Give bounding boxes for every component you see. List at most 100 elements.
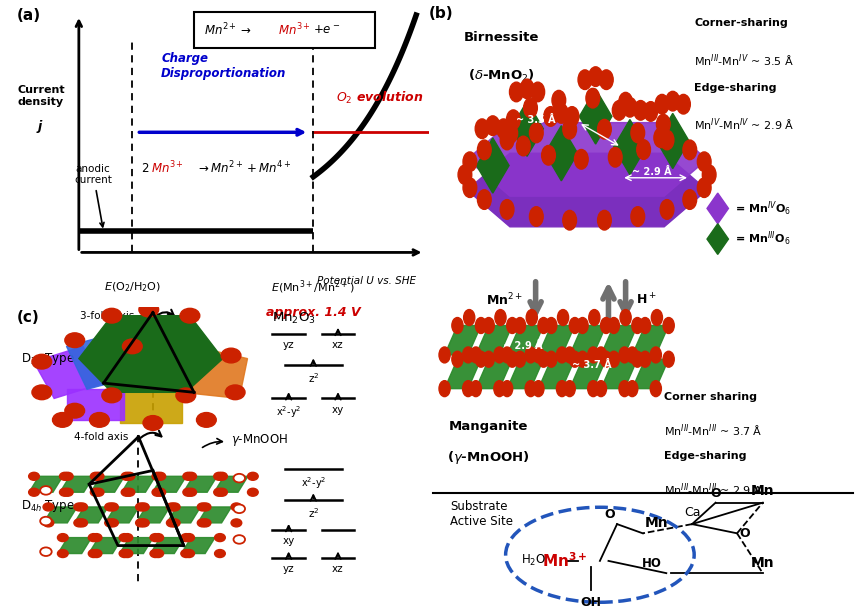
Circle shape xyxy=(631,123,644,143)
Polygon shape xyxy=(445,326,481,355)
Polygon shape xyxy=(91,476,124,492)
Text: xz: xz xyxy=(333,340,344,350)
Circle shape xyxy=(506,110,520,129)
Circle shape xyxy=(105,503,116,511)
Circle shape xyxy=(43,503,54,511)
Circle shape xyxy=(563,120,577,139)
Polygon shape xyxy=(579,89,612,144)
Circle shape xyxy=(40,547,51,556)
Circle shape xyxy=(197,519,208,527)
Circle shape xyxy=(702,165,716,185)
Polygon shape xyxy=(507,359,543,389)
Polygon shape xyxy=(707,224,728,254)
Polygon shape xyxy=(476,359,512,389)
Text: Mn: Mn xyxy=(751,556,775,570)
Circle shape xyxy=(494,347,505,363)
Circle shape xyxy=(231,519,242,527)
Circle shape xyxy=(597,210,611,230)
Circle shape xyxy=(494,381,505,397)
Text: Mn$_2$O$_3$: Mn$_2$O$_3$ xyxy=(273,311,316,326)
Text: ~ 2.9 Å: ~ 2.9 Å xyxy=(503,341,542,351)
Circle shape xyxy=(186,472,196,481)
Text: ~ 3.7 Å: ~ 3.7 Å xyxy=(572,360,611,370)
Circle shape xyxy=(531,82,545,102)
Text: ~ 2.9 Å: ~ 2.9 Å xyxy=(632,167,671,177)
Circle shape xyxy=(626,381,638,397)
Circle shape xyxy=(639,351,650,367)
Circle shape xyxy=(698,178,711,197)
Circle shape xyxy=(495,310,506,326)
Text: Edge-sharing: Edge-sharing xyxy=(664,451,746,460)
Circle shape xyxy=(63,488,73,497)
Circle shape xyxy=(65,333,85,348)
Circle shape xyxy=(108,503,118,511)
Circle shape xyxy=(506,351,518,367)
Text: $\mathbf{Mn^{3+}}$: $\mathbf{Mn^{3+}}$ xyxy=(542,552,587,570)
Polygon shape xyxy=(60,476,93,492)
Polygon shape xyxy=(538,359,575,389)
Circle shape xyxy=(520,79,534,99)
Polygon shape xyxy=(467,123,707,196)
Circle shape xyxy=(650,381,662,397)
Circle shape xyxy=(463,381,474,397)
Text: Current
density: Current density xyxy=(17,85,65,107)
Circle shape xyxy=(155,488,165,497)
Circle shape xyxy=(233,504,245,513)
Circle shape xyxy=(439,381,450,397)
Circle shape xyxy=(577,318,588,333)
Circle shape xyxy=(105,519,116,527)
Circle shape xyxy=(52,413,72,427)
Circle shape xyxy=(221,348,241,363)
Circle shape xyxy=(102,308,122,323)
Circle shape xyxy=(631,207,644,226)
Text: xy: xy xyxy=(332,405,345,414)
Text: D$_{4h}$ Type: D$_{4h}$ Type xyxy=(21,498,75,514)
Circle shape xyxy=(563,210,577,230)
Text: $\rightarrow Mn^{2+} + Mn^{4+}$: $\rightarrow Mn^{2+} + Mn^{4+}$ xyxy=(196,160,291,177)
Circle shape xyxy=(637,140,650,159)
Circle shape xyxy=(89,413,110,427)
Circle shape xyxy=(121,488,132,497)
Polygon shape xyxy=(136,507,170,523)
Polygon shape xyxy=(120,389,182,423)
Circle shape xyxy=(225,385,245,400)
Circle shape xyxy=(124,472,135,481)
Circle shape xyxy=(102,388,122,403)
Circle shape xyxy=(619,93,632,112)
Polygon shape xyxy=(67,331,145,389)
Circle shape xyxy=(500,130,514,150)
Circle shape xyxy=(601,318,612,333)
Text: Mn: Mn xyxy=(644,516,668,530)
Circle shape xyxy=(152,472,163,481)
Circle shape xyxy=(233,474,245,482)
Polygon shape xyxy=(33,346,104,398)
Circle shape xyxy=(586,88,600,108)
Circle shape xyxy=(569,318,580,333)
Text: Substrate
Active Site: Substrate Active Site xyxy=(450,500,513,528)
Text: $Mn^{2+} \rightarrow$: $Mn^{2+} \rightarrow$ xyxy=(204,21,252,38)
Text: Edge-sharing: Edge-sharing xyxy=(694,83,776,93)
Text: $Mn^{3+}$: $Mn^{3+}$ xyxy=(279,21,311,38)
Circle shape xyxy=(214,533,225,542)
Circle shape xyxy=(633,101,647,120)
Polygon shape xyxy=(214,476,248,492)
Circle shape xyxy=(676,94,690,114)
Polygon shape xyxy=(67,389,124,420)
Polygon shape xyxy=(601,326,638,355)
Circle shape xyxy=(183,533,195,542)
Polygon shape xyxy=(58,538,92,554)
Circle shape xyxy=(166,503,177,511)
Circle shape xyxy=(656,115,670,134)
Text: = Mn$^{IV}$O$_6$: = Mn$^{IV}$O$_6$ xyxy=(735,199,791,218)
Circle shape xyxy=(121,472,132,481)
Circle shape xyxy=(483,318,494,333)
Polygon shape xyxy=(570,359,606,389)
Circle shape xyxy=(597,120,611,139)
Circle shape xyxy=(139,503,149,511)
Circle shape xyxy=(59,472,70,481)
Circle shape xyxy=(639,318,650,333)
Circle shape xyxy=(623,97,637,117)
Text: Potential U vs. SHE: Potential U vs. SHE xyxy=(317,276,417,286)
Text: Mn: Mn xyxy=(751,484,775,498)
Polygon shape xyxy=(44,507,77,523)
